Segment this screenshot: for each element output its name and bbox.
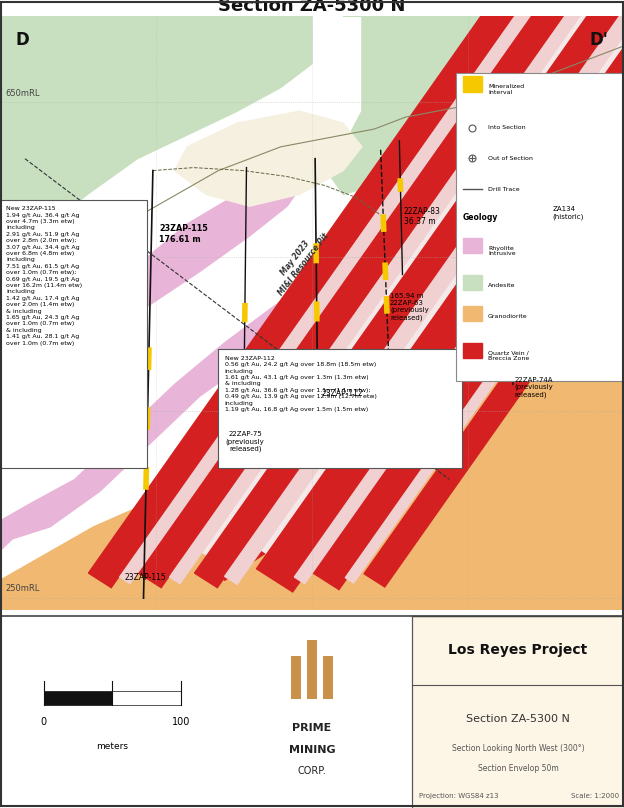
Text: Section Envelop 50m: Section Envelop 50m: [477, 764, 558, 773]
Text: PRIME: PRIME: [293, 723, 331, 733]
Title: Section ZA-5300 N: Section ZA-5300 N: [218, 0, 406, 15]
Text: 23ZAP-112: 23ZAP-112: [322, 389, 364, 398]
Text: 22ZAP-75
(previously
released): 22ZAP-75 (previously released): [226, 431, 265, 452]
Text: 450mRL: 450mRL: [5, 398, 39, 406]
Text: D': D': [590, 31, 608, 49]
Text: Los Reyes Project: Los Reyes Project: [448, 642, 588, 657]
Bar: [463, 306, 482, 321]
Text: MINING: MINING: [289, 745, 335, 755]
Text: Mineralized
Interval: Mineralized Interval: [488, 84, 524, 95]
Text: 22ZAP-83
36.37 m: 22ZAP-83 36.37 m: [404, 207, 441, 226]
Text: 23ZAP-115: 23ZAP-115: [125, 574, 166, 583]
Polygon shape: [187, 28, 624, 580]
Text: Scale: 1:2000: Scale: 1:2000: [571, 793, 619, 799]
Text: meters: meters: [96, 742, 129, 751]
Bar: [307, 640, 317, 699]
Polygon shape: [120, 0, 624, 583]
Text: 0: 0: [41, 717, 47, 727]
Bar: [323, 655, 333, 699]
Polygon shape: [0, 236, 418, 551]
FancyBboxPatch shape: [0, 200, 147, 468]
Bar: [463, 238, 482, 253]
Text: 165.94 m
22ZAP-63
(previously
released): 165.94 m 22ZAP-63 (previously released): [390, 292, 429, 321]
Text: D: D: [16, 31, 29, 49]
Text: ZA134
(historic): ZA134 (historic): [552, 206, 583, 220]
Polygon shape: [170, 0, 624, 583]
Polygon shape: [89, 0, 624, 587]
Polygon shape: [255, 0, 624, 556]
Bar: [463, 275, 482, 290]
Polygon shape: [0, 284, 624, 610]
Text: Drill Trace: Drill Trace: [488, 187, 520, 191]
Polygon shape: [310, 0, 624, 590]
Text: New 23ZAP-115
1.94 g/t Au, 36.4 g/t Ag
over 4.7m (3.3m etw)
including
2.91 g/t A: New 23ZAP-115 1.94 g/t Au, 36.4 g/t Ag o…: [6, 206, 82, 346]
Polygon shape: [139, 0, 624, 587]
Bar: [112, 691, 181, 705]
Text: 650mRL: 650mRL: [5, 89, 39, 98]
Text: Section ZA-5300 N: Section ZA-5300 N: [466, 714, 570, 724]
Polygon shape: [175, 112, 362, 206]
Polygon shape: [364, 0, 624, 587]
Text: CORP.: CORP.: [298, 767, 326, 776]
Text: Andesite: Andesite: [488, 283, 515, 288]
Text: May 2023
MI&I Resource Pit: May 2023 MI&I Resource Pit: [268, 225, 331, 297]
FancyBboxPatch shape: [218, 349, 462, 468]
Bar: [463, 343, 482, 358]
Text: Granodiorite: Granodiorite: [488, 314, 528, 318]
Polygon shape: [345, 0, 624, 583]
Text: Quartz Vein /
Breccia Zone: Quartz Vein / Breccia Zone: [488, 351, 529, 361]
FancyBboxPatch shape: [456, 73, 623, 381]
Bar: [412, 616, 624, 808]
Text: New 23ZAP-112
0.56 g/t Au, 24.2 g/t Ag over 18.8m (18.5m etw)
including
1.61 g/t: New 23ZAP-112 0.56 g/t Au, 24.2 g/t Ag o…: [225, 356, 376, 412]
Polygon shape: [225, 0, 624, 584]
Text: 250mRL: 250mRL: [5, 584, 39, 593]
Bar: [44, 691, 112, 705]
Text: Rhyolite
Intrusive: Rhyolite Intrusive: [488, 246, 515, 256]
Text: Geology: Geology: [463, 213, 499, 221]
Polygon shape: [62, 183, 300, 337]
Polygon shape: [331, 16, 624, 195]
Bar: [463, 76, 482, 92]
Polygon shape: [192, 0, 624, 556]
Polygon shape: [256, 0, 624, 592]
Polygon shape: [195, 0, 624, 587]
Text: 100: 100: [172, 717, 190, 727]
Text: Out of Section: Out of Section: [488, 156, 533, 161]
Bar: [291, 655, 301, 699]
Text: Section Looking North West (300°): Section Looking North West (300°): [452, 744, 584, 753]
Polygon shape: [0, 16, 312, 284]
Text: Into Section: Into Section: [488, 125, 525, 130]
Text: 550mRL: 550mRL: [5, 243, 39, 252]
Polygon shape: [295, 0, 624, 583]
Text: 22ZAP-74A
(previously
released): 22ZAP-74A (previously released): [515, 377, 553, 398]
Polygon shape: [130, 0, 624, 556]
Polygon shape: [0, 295, 62, 402]
Text: 23ZAP-115
176.61 m: 23ZAP-115 176.61 m: [159, 225, 208, 244]
Text: Projection: WGS84 z13: Projection: WGS84 z13: [419, 793, 499, 799]
